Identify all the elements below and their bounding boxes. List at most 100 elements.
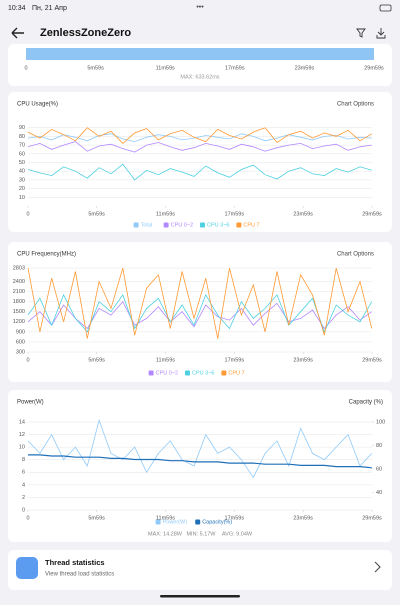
series-line [27, 418, 373, 479]
legend-swatch[interactable] [200, 222, 205, 228]
y-tick-label: 70 [19, 143, 25, 149]
x-tick-label: 29m59s [364, 65, 384, 71]
back-button[interactable] [11, 27, 24, 39]
series-line [27, 127, 373, 144]
y-tick-label: 50 [19, 160, 25, 166]
power-stat: MIN: 5.17W [186, 531, 216, 537]
y-tick-label: 2 [22, 495, 25, 501]
y-tick-label: 14 [19, 419, 25, 425]
y2-tick-label: 100 [376, 419, 385, 425]
x-tick-label: 23m59s [293, 211, 313, 217]
y-tick-label: 600 [16, 339, 25, 345]
y-tick-label: 300 [16, 349, 25, 355]
power-stat: AVG: 9.04W [222, 531, 253, 537]
x-tick-label: 29m59s [362, 211, 382, 217]
card [8, 242, 392, 382]
y2-tick-label: 40 [376, 490, 382, 496]
x-tick-label: 17m59s [225, 65, 245, 71]
max-label: MAX: 633.62ms [180, 74, 219, 80]
legend-swatch[interactable] [163, 222, 169, 228]
x-tick-label: 17m59s [225, 357, 245, 363]
y-tick-label: 1200 [13, 319, 25, 325]
y-tick-label: 2100 [13, 289, 25, 295]
nav-bar [160, 595, 240, 598]
legend-swatch[interactable] [148, 370, 154, 376]
chevron [374, 561, 381, 573]
frame-area [26, 48, 374, 60]
x-tick-label: 23m59s [293, 515, 313, 521]
legend-label[interactable]: CPU 7 [228, 370, 244, 376]
series-line [27, 163, 372, 181]
series-line [27, 141, 372, 153]
x-tick-label: 5m59s [88, 357, 105, 363]
battery [379, 4, 392, 12]
y2-title: Capacity (%) [349, 400, 383, 406]
x-tick-label: 23m59s [293, 357, 313, 363]
y2-tick-label: 60 [376, 466, 382, 472]
legend-label[interactable]: Power(W) [163, 519, 188, 525]
y-tick-label: 30 [19, 177, 25, 183]
thread-card[interactable] [8, 550, 392, 590]
time: 10:34 [8, 5, 26, 12]
legend-swatch[interactable] [195, 519, 201, 525]
x-tick-label: 0 [26, 357, 29, 363]
chart-title: CPU Usage(%) [17, 102, 58, 108]
x-tick-label: 0 [26, 515, 29, 521]
card [8, 390, 392, 542]
y-tick-label: 60 [19, 151, 25, 157]
legend-label[interactable]: CPU 3~6 [192, 370, 214, 376]
legend-swatch[interactable] [221, 370, 227, 376]
y-tick-label: 10 [19, 445, 25, 451]
x-tick-label: 17m59s [225, 211, 245, 217]
x-tick-label: 11m59s [156, 211, 175, 217]
x-tick-label: 17m59s [225, 515, 245, 521]
legend-swatch[interactable] [133, 222, 139, 228]
thread-title: Thread statistics [45, 558, 105, 567]
x-tick-label: 5m59s [88, 211, 105, 217]
y2-tick-label: 80 [376, 443, 382, 449]
y-tick-label: 80 [19, 134, 25, 140]
y-tick-label: 2400 [13, 279, 25, 285]
download-button[interactable] [376, 28, 386, 39]
chart-options[interactable]: Chart Options [337, 102, 374, 108]
legend-label[interactable]: Total [141, 222, 153, 228]
x-tick-label: 11m59s [156, 515, 175, 521]
y-tick-label: 20 [19, 186, 25, 192]
y-tick-label: 10 [19, 195, 25, 201]
x-tick-label: 0 [24, 65, 27, 71]
x-tick-label: 29m59s [362, 515, 382, 521]
x-tick-label: 11m59s [156, 357, 175, 363]
series-line [28, 454, 372, 469]
filter-button[interactable] [356, 28, 366, 38]
dots: ••• [196, 4, 204, 11]
legend-swatch[interactable] [185, 370, 190, 376]
y-tick-label: 1800 [13, 299, 25, 305]
chart-options[interactable]: Chart Options [337, 252, 374, 258]
app-title: ZenlessZoneZero [40, 27, 131, 39]
legend-label[interactable]: Capacity(%) [202, 519, 232, 525]
thread-icon [16, 557, 38, 579]
date: Пн, 21 Апр [32, 5, 67, 12]
y-tick-label: 12 [19, 432, 25, 438]
y-tick-label: 40 [19, 169, 25, 175]
y-tick-label: 1500 [13, 309, 25, 315]
x-tick-label: 5m59s [87, 65, 104, 71]
legend-label[interactable]: CPU 7 [243, 222, 259, 228]
x-tick-label: 23m59s [295, 65, 315, 71]
power-stat: MAX: 14.28W [148, 531, 183, 537]
x-tick-label: 29m59s [362, 357, 382, 363]
legend-swatch[interactable] [155, 519, 161, 525]
y-tick-label: 900 [16, 329, 25, 335]
legend-label[interactable]: CPU 3~6 [207, 222, 229, 228]
legend-label[interactable]: CPU 0~2 [156, 370, 178, 376]
legend-label[interactable]: CPU 0~2 [171, 222, 193, 228]
chart-title: Power(W) [17, 400, 44, 406]
legend-swatch[interactable] [236, 222, 242, 228]
card [8, 92, 392, 232]
y-tick-label: 0 [22, 507, 25, 513]
y-tick-label: 8 [22, 457, 25, 463]
x-tick-label: 11m59s [156, 65, 175, 71]
series-line [27, 267, 373, 339]
x-tick-label: 5m59s [88, 515, 105, 521]
